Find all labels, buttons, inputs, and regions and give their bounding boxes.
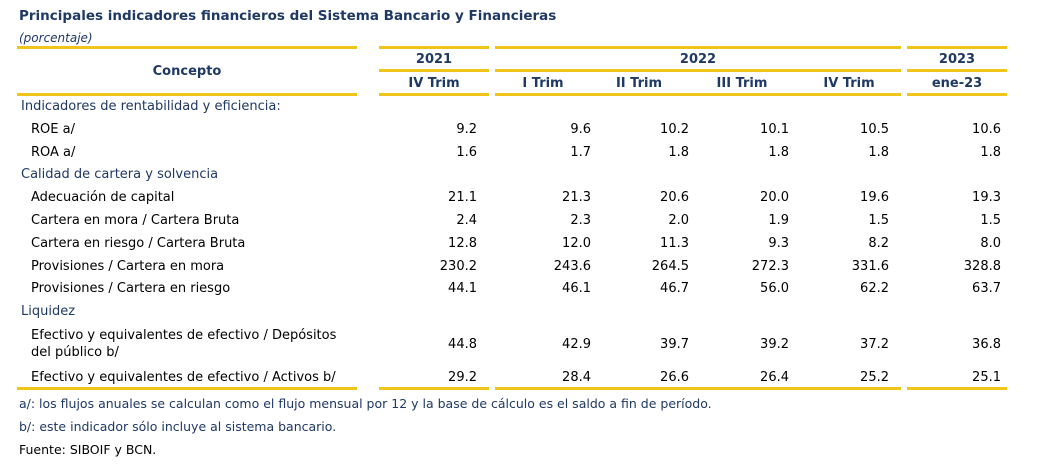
value-cell: 37.2 — [860, 337, 889, 352]
table-bottom-rule — [495, 387, 901, 390]
header-bottom-rule — [907, 93, 1007, 96]
row-label: Cartera en mora / Cartera Bruta — [31, 213, 240, 228]
value-cell: 26.6 — [660, 370, 689, 385]
value-cell: 1.9 — [768, 213, 789, 228]
header-top-rule — [495, 46, 901, 49]
value-cell: 56.0 — [760, 281, 789, 296]
period-header: IV Trim — [408, 76, 460, 91]
table-bottom-rule — [907, 387, 1007, 390]
value-cell: 9.3 — [768, 236, 789, 251]
period-header: I Trim — [522, 76, 564, 91]
value-cell: 1.8 — [868, 145, 889, 160]
value-cell: 2.0 — [668, 213, 689, 228]
value-cell: 10.2 — [660, 122, 689, 137]
header-top-rule — [17, 46, 357, 49]
row-label: Efectivo y equivalentes de efectivo / De… — [31, 328, 337, 343]
header-bottom-rule — [495, 93, 901, 96]
value-cell: 39.7 — [660, 337, 689, 352]
section-label: Liquidez — [21, 304, 76, 319]
value-cell: 62.2 — [860, 281, 889, 296]
value-cell: 20.6 — [660, 190, 689, 205]
source-note: Fuente: SIBOIF y BCN. — [19, 442, 157, 457]
value-cell: 10.5 — [860, 122, 889, 137]
table-bottom-rule — [17, 387, 357, 390]
header-mid-rule — [495, 69, 901, 72]
value-cell: 20.0 — [760, 190, 789, 205]
row-label: ROE a/ — [31, 122, 75, 137]
value-cell: 9.6 — [570, 122, 591, 137]
value-cell: 331.6 — [851, 259, 889, 274]
value-cell: 11.3 — [660, 236, 689, 251]
section-label: Calidad de cartera y solvencia — [21, 167, 219, 182]
value-cell: 8.0 — [980, 236, 1001, 251]
period-header: IV Trim — [823, 76, 875, 91]
header-bottom-rule — [17, 93, 357, 96]
value-cell: 29.2 — [448, 370, 477, 385]
value-cell: 1.8 — [768, 145, 789, 160]
value-cell: 25.2 — [860, 370, 889, 385]
header-top-rule — [907, 46, 1007, 49]
row-label: Cartera en riesgo / Cartera Bruta — [31, 236, 246, 251]
value-cell: 44.8 — [448, 337, 477, 352]
section-label: Indicadores de rentabilidad y eficiencia… — [21, 99, 281, 114]
value-cell: 1.5 — [980, 213, 1001, 228]
value-cell: 63.7 — [972, 281, 1001, 296]
footnote-b: b/: este indicador sólo incluye al siste… — [19, 419, 337, 434]
header-bottom-rule — [379, 93, 489, 96]
value-cell: 25.1 — [972, 370, 1001, 385]
period-header: ene-23 — [931, 76, 983, 91]
value-cell: 9.2 — [456, 122, 477, 137]
value-cell: 21.3 — [562, 190, 591, 205]
value-cell: 44.1 — [448, 281, 477, 296]
header-top-rule — [379, 46, 489, 49]
value-cell: 12.8 — [448, 236, 477, 251]
footnote-a: a/: los flujos anuales se calculan como … — [19, 396, 712, 411]
value-cell: 26.4 — [760, 370, 789, 385]
value-cell: 8.2 — [868, 236, 889, 251]
table-row: Efectivo y equivalentes de efectivo / De… — [17, 328, 1007, 364]
period-header: III Trim — [716, 76, 768, 91]
value-cell: 36.8 — [972, 337, 1001, 352]
year-2023: 2023 — [938, 52, 976, 67]
value-cell: 42.9 — [562, 337, 591, 352]
header-mid-rule — [907, 69, 1007, 72]
value-cell: 272.3 — [751, 259, 789, 274]
value-cell: 1.8 — [668, 145, 689, 160]
value-cell: 1.8 — [980, 145, 1001, 160]
value-cell: 46.1 — [562, 281, 591, 296]
value-cell: 10.6 — [972, 122, 1001, 137]
year-2021: 2021 — [415, 52, 453, 67]
row-label: Provisiones / Cartera en riesgo — [31, 281, 231, 296]
value-cell: 2.3 — [570, 213, 591, 228]
value-cell: 1.7 — [570, 145, 591, 160]
value-cell: 21.1 — [448, 190, 477, 205]
value-cell: 39.2 — [760, 337, 789, 352]
row-label: Provisiones / Cartera en mora — [31, 259, 225, 274]
value-cell: 1.6 — [456, 145, 477, 160]
value-cell: 12.0 — [562, 236, 591, 251]
concept-header: Concepto — [152, 64, 222, 79]
value-cell: 1.5 — [868, 213, 889, 228]
value-cell: 19.6 — [860, 190, 889, 205]
table-unit: (porcentaje) — [19, 31, 93, 45]
value-cell: 328.8 — [963, 259, 1001, 274]
header-mid-rule — [379, 69, 489, 72]
row-label: Efectivo y equivalentes de efectivo / Ac… — [31, 370, 336, 385]
value-cell: 28.4 — [562, 370, 591, 385]
row-label: ROA a/ — [31, 145, 76, 160]
row-label-continued: del público b/ — [31, 345, 119, 360]
value-cell: 2.4 — [456, 213, 477, 228]
value-cell: 230.2 — [439, 259, 477, 274]
year-2022: 2022 — [679, 52, 717, 67]
value-cell: 19.3 — [972, 190, 1001, 205]
period-header: II Trim — [615, 76, 663, 91]
table-bottom-rule — [379, 387, 489, 390]
value-cell: 46.7 — [660, 281, 689, 296]
value-cell: 243.6 — [553, 259, 591, 274]
value-cell: 264.5 — [651, 259, 689, 274]
table-title: Principales indicadores financieros del … — [19, 8, 557, 24]
row-label: Adecuación de capital — [31, 190, 175, 205]
value-cell: 10.1 — [760, 122, 789, 137]
